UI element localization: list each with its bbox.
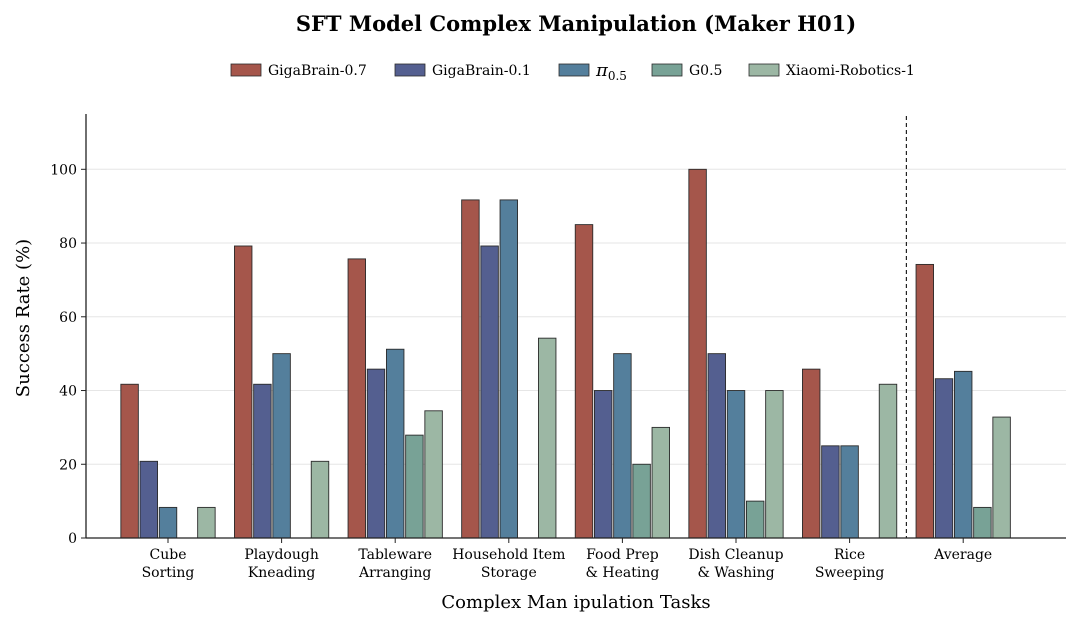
x-tick-label: Arranging — [358, 565, 431, 581]
x-tick-label: Sorting — [142, 565, 195, 581]
legend-swatch — [558, 63, 590, 77]
x-tick-label: Sweeping — [815, 565, 885, 581]
bar — [594, 390, 613, 539]
bar — [366, 368, 386, 539]
x-tick-label: Cube — [150, 547, 187, 563]
legend-label: GigaBrain-0.1 — [432, 63, 531, 79]
bar — [651, 426, 670, 539]
y-tick-label: 80 — [59, 236, 77, 252]
x-tick-label: Household Item — [452, 547, 565, 563]
bar — [765, 390, 784, 539]
bar — [120, 383, 139, 539]
x-tick-label: Tableware — [358, 547, 432, 563]
bar — [934, 378, 954, 539]
x-tick-label: Rice — [834, 547, 865, 563]
bar — [253, 383, 272, 539]
bar — [802, 368, 821, 539]
legend: GigaBrain-0.7 GigaBrain-0.1 π0.5 G0.5 Xiaomi… — [230, 60, 915, 83]
y-ticks: 0 20 40 60 80 100 — [50, 162, 86, 547]
legend-swatch — [230, 63, 262, 77]
y-axis-label: Success Rate (%) — [13, 239, 34, 397]
bar — [197, 506, 216, 539]
bar — [746, 500, 765, 539]
x-tick-label: & Washing — [697, 565, 774, 581]
x-tick-label: Playdough — [244, 547, 319, 563]
legend-swatch — [651, 63, 683, 77]
y-tick-label: 20 — [59, 457, 77, 473]
bar — [707, 353, 726, 539]
bar — [688, 168, 707, 539]
legend-label: GigaBrain-0.7 — [268, 63, 367, 79]
y-tick-label: 40 — [59, 384, 77, 400]
bars — [120, 168, 1011, 539]
x-tick-label: & Heating — [585, 565, 659, 581]
bar — [405, 434, 424, 539]
legend-label: Xiaomi-Robotics-1 — [786, 63, 915, 79]
x-ticks: Cube Sorting Playdough Kneading Tableware Arr… — [142, 538, 992, 581]
bar — [538, 337, 557, 539]
x-tick-label: Dish Cleanup — [688, 547, 783, 563]
chart-title: SFT Model Complex Manipulation (Maker H0… — [296, 11, 856, 36]
legend-label-subscript: 0.5 — [608, 69, 627, 83]
bar — [840, 445, 859, 539]
legend-swatch — [394, 63, 426, 77]
bar — [310, 460, 330, 539]
bar — [424, 410, 443, 539]
bar — [954, 370, 973, 539]
bar — [272, 353, 291, 539]
legend-label-base: π — [595, 60, 609, 81]
bar — [158, 506, 178, 539]
bar — [499, 199, 518, 539]
y-tick-label: 0 — [68, 531, 77, 547]
legend-label: G0.5 — [689, 63, 722, 79]
legend-swatch — [748, 63, 780, 77]
bar — [632, 463, 651, 539]
bar — [878, 383, 898, 539]
bar — [139, 460, 159, 539]
y-tick-label: 100 — [50, 162, 77, 178]
legend-label: π0.5 — [595, 60, 627, 83]
y-tick-label: 60 — [59, 310, 77, 326]
bar — [992, 416, 1011, 539]
bar — [821, 445, 840, 539]
x-tick-label: Storage — [481, 565, 537, 581]
x-tick-label: Kneading — [248, 565, 316, 581]
bar — [613, 353, 632, 539]
x-tick-label: Food Prep — [586, 547, 659, 563]
bar — [574, 224, 594, 539]
bar — [233, 245, 253, 539]
x-axis-label: Complex Man ipulation Tasks — [441, 592, 710, 613]
bar — [726, 390, 746, 539]
axes — [85, 114, 1066, 539]
bar — [461, 199, 480, 539]
bar — [347, 258, 366, 539]
bar — [915, 263, 934, 539]
x-tick-label: Average — [933, 547, 992, 563]
bar — [480, 245, 499, 539]
bar — [973, 506, 992, 539]
bar — [386, 348, 405, 539]
